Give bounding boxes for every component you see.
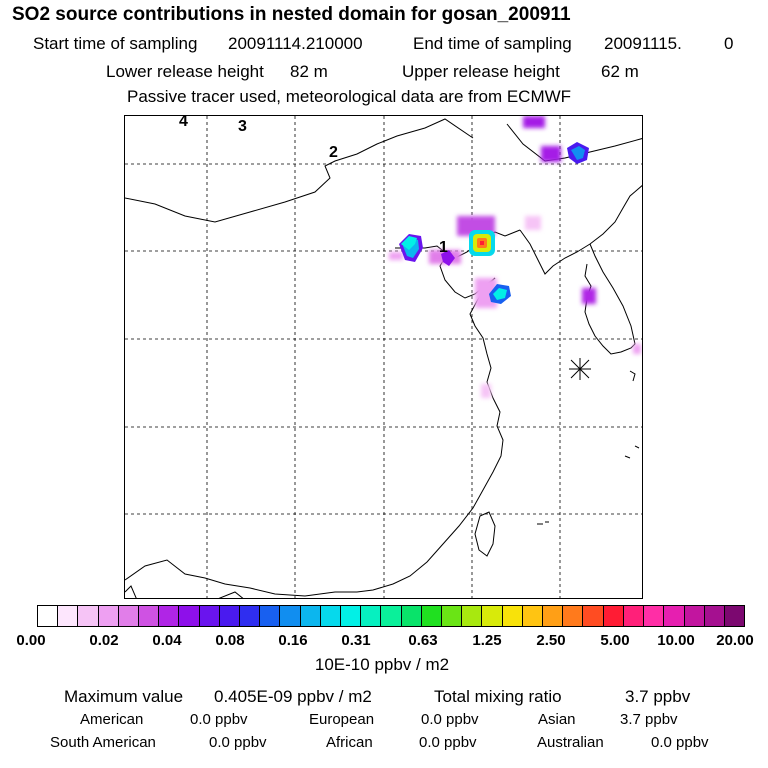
colorbar-swatch [139, 606, 160, 626]
colorbar-tick: 0.02 [89, 632, 119, 649]
start-time-value: 20091114.210000 [228, 34, 363, 53]
colorbar-swatch [118, 606, 140, 626]
colorbar-swatch [58, 606, 79, 626]
colorbar-tick: 5.00 [600, 632, 630, 649]
upper-height-value: 62 m [601, 62, 639, 81]
trajectory-label-2: 2 [329, 144, 338, 161]
colorbar-swatch [462, 606, 483, 626]
colorbar-swatch [320, 606, 342, 626]
total-mixing-value: 3.7 ppbv [625, 687, 691, 706]
trajectory-label-1: 1 [439, 239, 448, 256]
colorbar-tick: 0.04 [152, 632, 182, 649]
colorbar-swatch [442, 606, 463, 626]
colorbar-swatch [563, 606, 584, 626]
plot-title: SO2 source contributions in nested domai… [12, 4, 571, 25]
region-name: Australian [537, 734, 604, 751]
colorbar-swatch [179, 606, 200, 626]
colorbar-tick: 10.00 [657, 632, 695, 649]
colorbar-swatch [219, 606, 241, 626]
colorbar-swatch [603, 606, 624, 626]
colorbar-tick: 1.25 [472, 632, 502, 649]
region-value: 0.0 ppbv [421, 711, 479, 728]
map-panel: 4 3 2 1 [124, 115, 643, 599]
colorbar-swatch [684, 606, 705, 626]
region-name: American [80, 711, 144, 728]
lat-lon-grid [125, 116, 642, 598]
region-value: 0.0 ppbv [651, 734, 709, 751]
region-value: 0.0 ppbv [209, 734, 267, 751]
colorbar-unit: 10E-10 ppbv / m2 [314, 655, 450, 674]
start-time-label: Start time of sampling [33, 34, 198, 53]
end-time-value: 20091115. [604, 34, 682, 53]
colorbar-tick: 0.16 [278, 632, 308, 649]
lower-height-label: Lower release height [106, 62, 264, 81]
colorbar-swatch [664, 606, 685, 626]
colorbar-swatch [623, 606, 645, 626]
colorbar-swatch [199, 606, 220, 626]
region-name: African [326, 734, 373, 751]
colorbar-tick: 20.00 [716, 632, 754, 649]
colorbar-swatch [300, 606, 321, 626]
map-canvas: 4 3 2 1 [125, 116, 642, 598]
colorbar-swatch [260, 606, 281, 626]
colorbar-swatch [724, 606, 745, 626]
tracer-note: Passive tracer used, meteorological data… [127, 87, 572, 106]
end-time-label: End time of sampling [413, 34, 572, 53]
coastlines [125, 118, 642, 598]
max-value: 0.405E-09 ppbv / m2 [214, 687, 372, 706]
colorbar-swatch [482, 606, 503, 626]
region-name: South American [50, 734, 156, 751]
colorbar-swatch [341, 606, 362, 626]
so2-contribution-field [389, 116, 641, 398]
end-time-extra: 0 [724, 34, 734, 53]
colorbar-tick: 0.08 [215, 632, 245, 649]
region-value: 0.0 ppbv [419, 734, 477, 751]
upper-height-label: Upper release height [402, 62, 560, 81]
lower-height-value: 82 m [290, 62, 328, 81]
colorbar-swatch [240, 606, 261, 626]
colorbar-tick: 0.31 [341, 632, 371, 649]
colorbar [37, 605, 745, 627]
colorbar-swatch [159, 606, 180, 626]
colorbar-swatch [522, 606, 544, 626]
colorbar-swatch [361, 606, 382, 626]
colorbar-swatch [421, 606, 443, 626]
colorbar-tick: 0.00 [16, 632, 46, 649]
max-value-label: Maximum value [64, 687, 184, 706]
colorbar-tick: 2.50 [536, 632, 566, 649]
region-name: European [309, 711, 375, 728]
receptor-marker [569, 358, 591, 380]
colorbar-swatch [704, 606, 725, 626]
trajectory-label-4: 4 [179, 116, 188, 130]
colorbar-swatch [78, 606, 99, 626]
colorbar-swatch [280, 606, 301, 626]
colorbar-swatch [401, 606, 422, 626]
region-value: 0.0 ppbv [190, 711, 248, 728]
trajectory-label-3: 3 [238, 118, 247, 135]
colorbar-swatch [644, 606, 665, 626]
total-mixing-label: Total mixing ratio [434, 687, 562, 706]
region-value: 3.7 ppbv [620, 711, 678, 728]
colorbar-swatch [381, 606, 402, 626]
colorbar-swatch [583, 606, 604, 626]
colorbar-tick: 0.63 [408, 632, 438, 649]
colorbar-swatch [543, 606, 564, 626]
colorbar-swatch [502, 606, 523, 626]
colorbar-swatch [38, 606, 59, 626]
region-name: Asian [538, 711, 576, 728]
colorbar-swatch [98, 606, 119, 626]
